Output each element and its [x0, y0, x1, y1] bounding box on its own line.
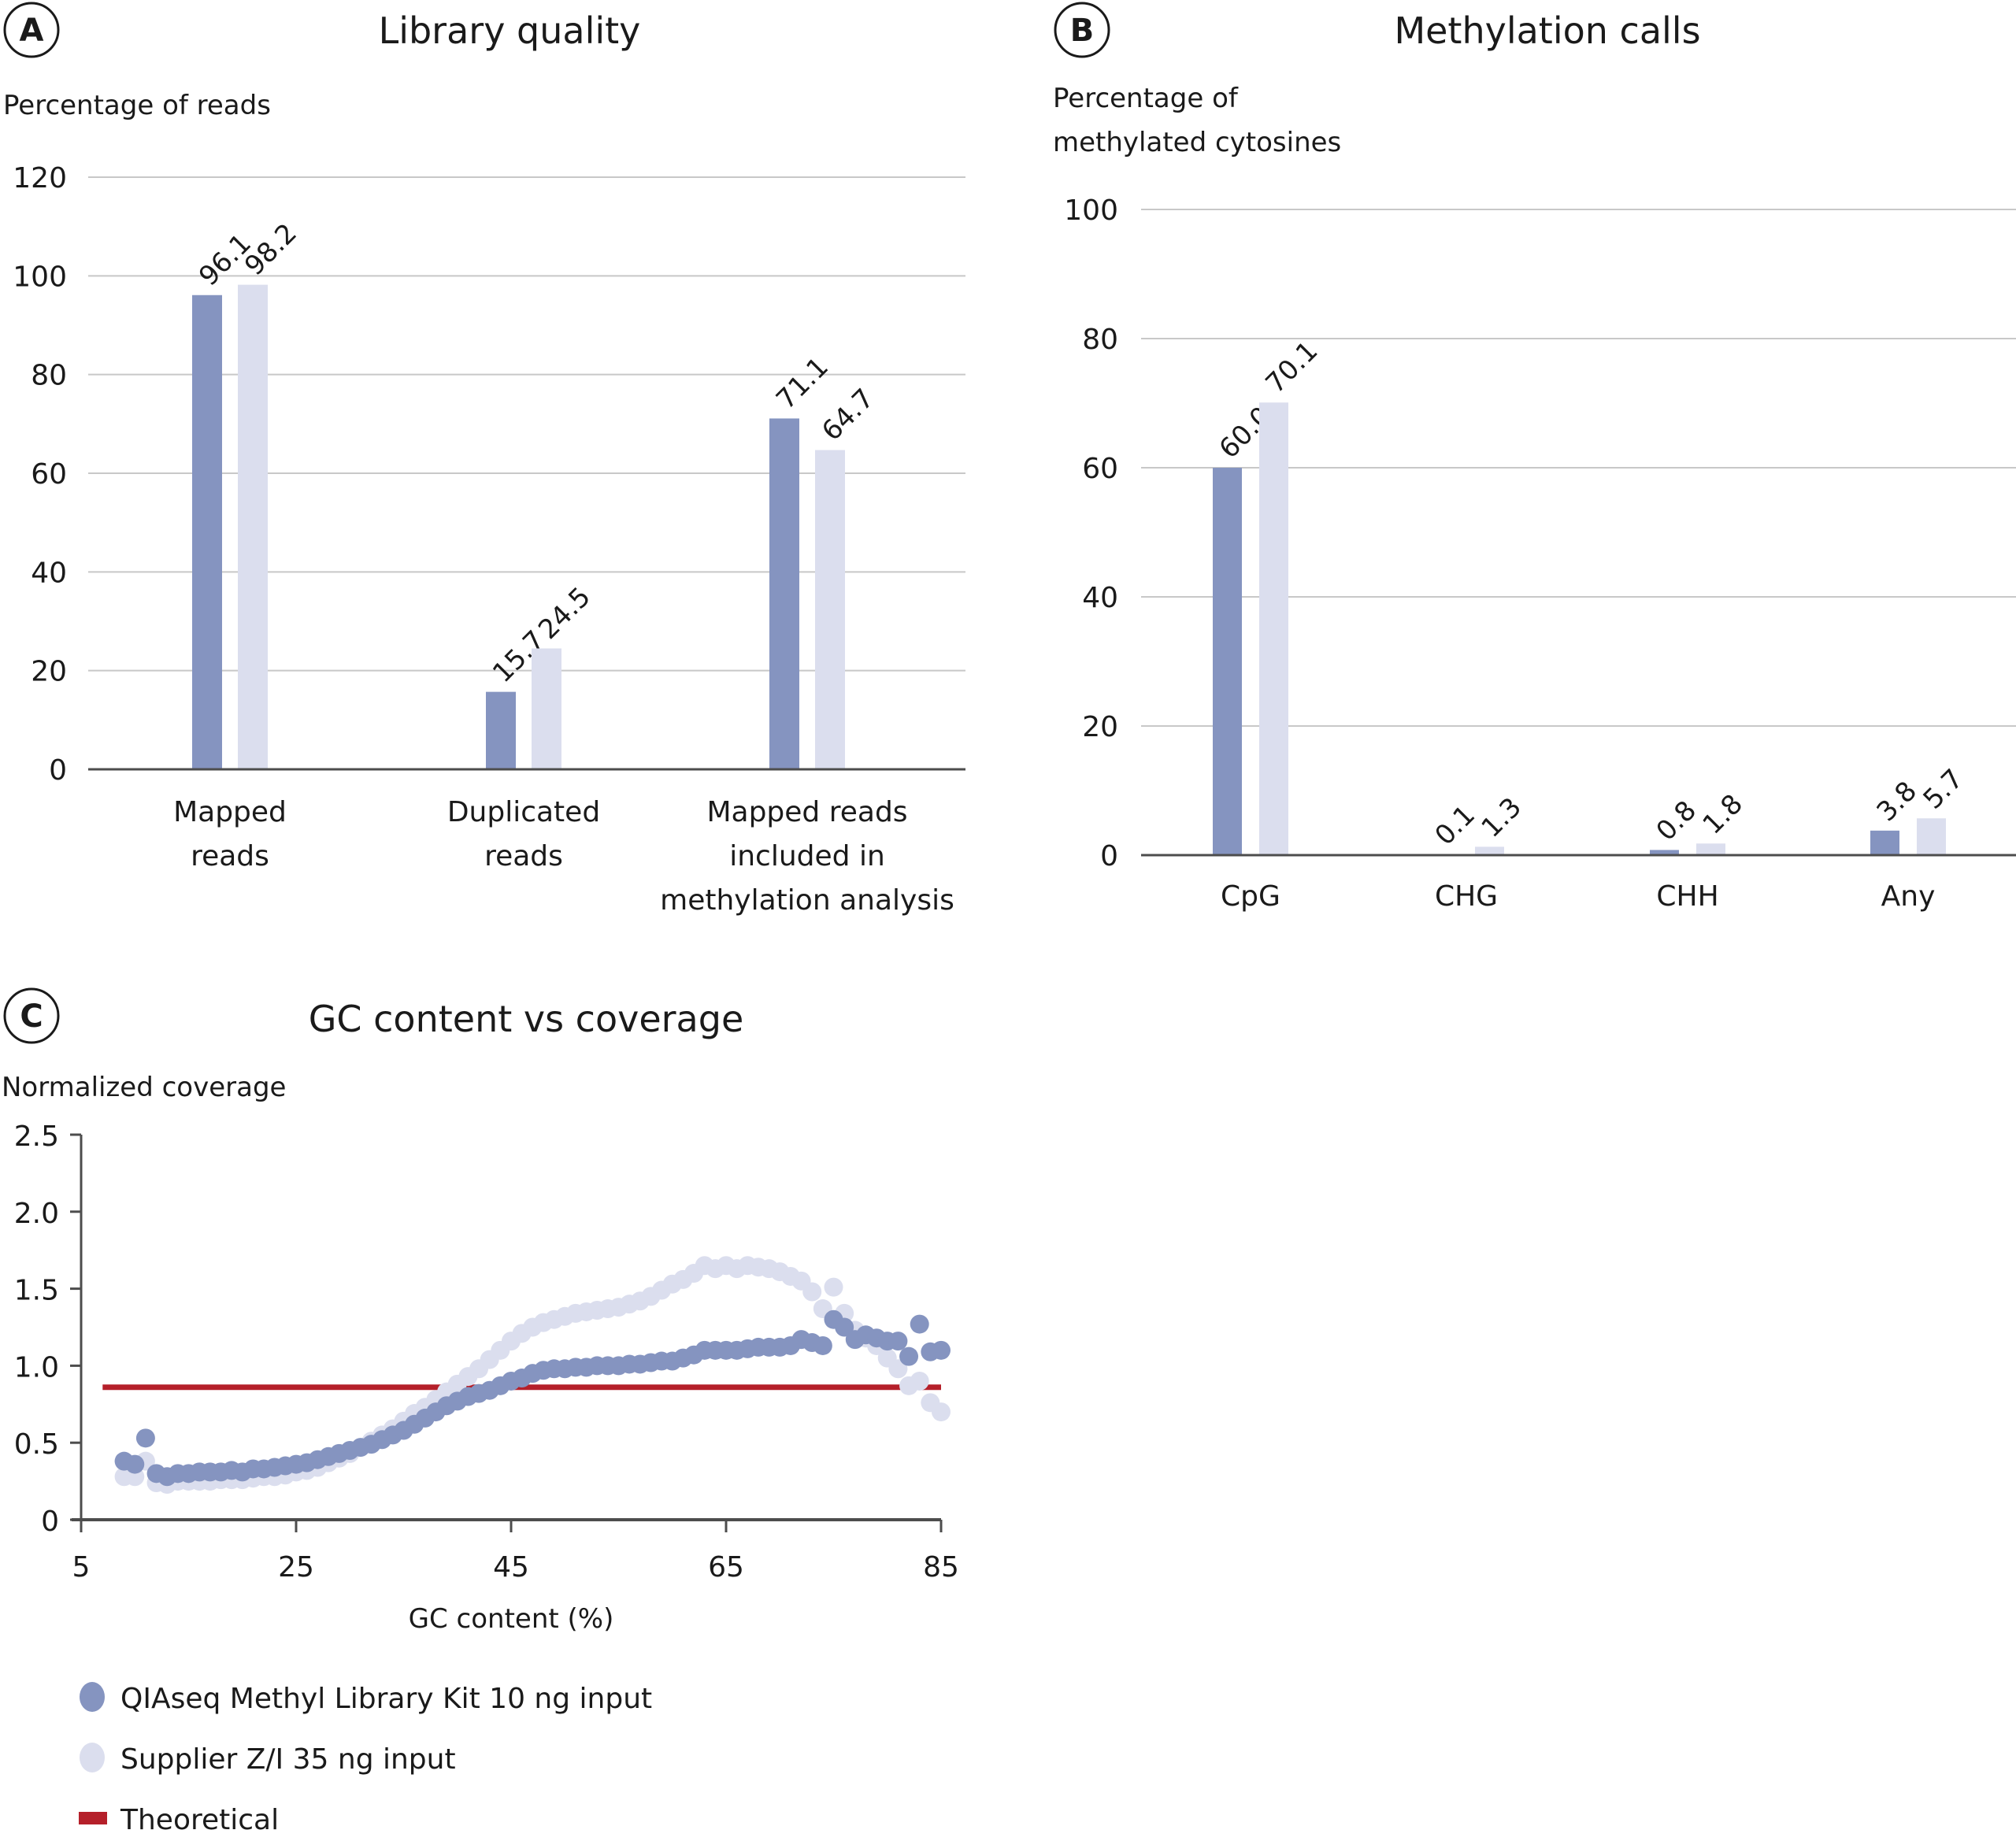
data-label: 98.2 [239, 217, 303, 282]
data-label: 24.5 [532, 581, 597, 646]
chart-title: Methylation calls [1394, 9, 1700, 52]
chart-title: Library quality [379, 9, 641, 52]
bar [192, 294, 222, 770]
data-point [910, 1371, 929, 1391]
data-point [802, 1282, 822, 1302]
data-point [899, 1346, 919, 1366]
bar [1917, 818, 1946, 855]
legend-label: Theoretical [120, 1804, 279, 1836]
panel-letter-circle [3, 2, 60, 58]
y-tick-label: 0 [49, 754, 67, 787]
x-category-label: Any [1881, 880, 1936, 913]
legend-marker [79, 1812, 107, 1824]
y-tick-label: 40 [1082, 582, 1118, 614]
x-category-label: Mapped reads [706, 796, 907, 828]
bar [769, 418, 799, 769]
chart-B: B Methylation calls Percentage of methylate… [1053, 2, 2016, 913]
panel-letter: B [1070, 13, 1095, 49]
bar [1870, 830, 1899, 855]
data-point [910, 1314, 929, 1334]
x-tick-label: 5 [72, 1551, 91, 1584]
data-label: 64.7 [816, 383, 880, 447]
y-tick-label: 0 [1100, 840, 1118, 872]
x-tick-label: 25 [278, 1551, 314, 1584]
data-point [888, 1332, 908, 1351]
data-label: 1.8 [1697, 788, 1750, 841]
bar [1259, 402, 1288, 855]
x-category-label: reads [484, 840, 563, 872]
y-axis-title: methylated cytosines [1053, 127, 1341, 158]
data-label: 1.3 [1476, 791, 1529, 844]
data-point [932, 1402, 951, 1422]
y-axis-title: Percentage of reads [3, 90, 271, 121]
legend-marker [80, 1743, 105, 1772]
legend-marker [80, 1682, 105, 1712]
series-qiaseq [114, 1309, 951, 1487]
legend-label: Supplier Z/I 35 ng input [120, 1743, 456, 1776]
x-category-label: reads [191, 840, 269, 872]
data-label: 0.8 [1651, 795, 1703, 847]
data-label: 5.7 [1918, 763, 1970, 816]
data-point [125, 1454, 145, 1474]
bar [486, 691, 516, 769]
bar [1475, 846, 1504, 855]
data-point [932, 1340, 951, 1360]
data-point [135, 1428, 155, 1448]
data-label: 71.1 [770, 351, 835, 416]
bar [238, 284, 268, 769]
data-label: 3.8 [1871, 776, 1924, 828]
y-tick-label: 1.0 [14, 1351, 59, 1384]
y-tick-label: 0 [41, 1506, 59, 1538]
chart-A: A Library quality Percentage of reads 0 20 40… [3, 2, 965, 917]
data-point [813, 1335, 832, 1355]
chart-C: C GC content vs coverage Normalized covera… [2, 987, 959, 1836]
bar [815, 450, 845, 769]
legend: QIAseq Methyl Library Kit 10 ng input Sup… [79, 1682, 652, 1836]
y-tick-label: 60 [1082, 453, 1118, 485]
y-tick-label: 80 [1082, 324, 1118, 356]
x-category-label: CHH [1656, 880, 1718, 913]
data-point [835, 1317, 854, 1337]
x-tick-label: 45 [493, 1551, 529, 1584]
x-category-label: Duplicated [447, 796, 600, 828]
y-tick-label: 40 [31, 557, 67, 589]
panel-letter: C [20, 998, 43, 1035]
y-tick-label: 100 [13, 261, 67, 293]
data-label: 0.1 [1429, 799, 1482, 852]
y-axis-title: Normalized coverage [2, 1072, 286, 1103]
data-label: 70.1 [1260, 335, 1325, 400]
bar [1650, 850, 1679, 855]
y-tick-label: 100 [1064, 194, 1118, 227]
data-point [888, 1359, 908, 1379]
x-tick-label: 85 [923, 1551, 959, 1584]
y-tick-label: 1.5 [14, 1275, 59, 1307]
panel-letter: A [20, 13, 44, 49]
y-tick-label: 120 [13, 162, 67, 194]
y-tick-label: 2.5 [14, 1121, 59, 1153]
data-point [824, 1277, 843, 1297]
y-tick-label: 2.0 [14, 1198, 59, 1230]
x-category-label: Mapped [173, 796, 287, 828]
y-tick-label: 20 [1082, 711, 1118, 743]
bar [1696, 843, 1725, 855]
x-category-label: methylation analysis [660, 884, 954, 917]
x-axis-title: GC content (%) [409, 1603, 614, 1635]
panel-letter-circle [3, 987, 60, 1044]
x-category-label: CpG [1221, 880, 1280, 913]
bar [1213, 468, 1242, 855]
panel-letter-circle [1054, 2, 1110, 58]
x-category-label: CHG [1435, 880, 1498, 913]
x-category-label: included in [729, 840, 885, 872]
y-tick-label: 60 [31, 458, 67, 491]
y-tick-label: 20 [31, 656, 67, 688]
bar [532, 648, 561, 769]
y-tick-label: 0.5 [14, 1428, 59, 1461]
y-tick-label: 80 [31, 360, 67, 392]
chart-title: GC content vs coverage [309, 998, 744, 1040]
legend-label: QIAseq Methyl Library Kit 10 ng input [120, 1683, 652, 1715]
x-tick-label: 65 [708, 1551, 744, 1584]
y-axis-title: Percentage of [1053, 83, 1239, 114]
